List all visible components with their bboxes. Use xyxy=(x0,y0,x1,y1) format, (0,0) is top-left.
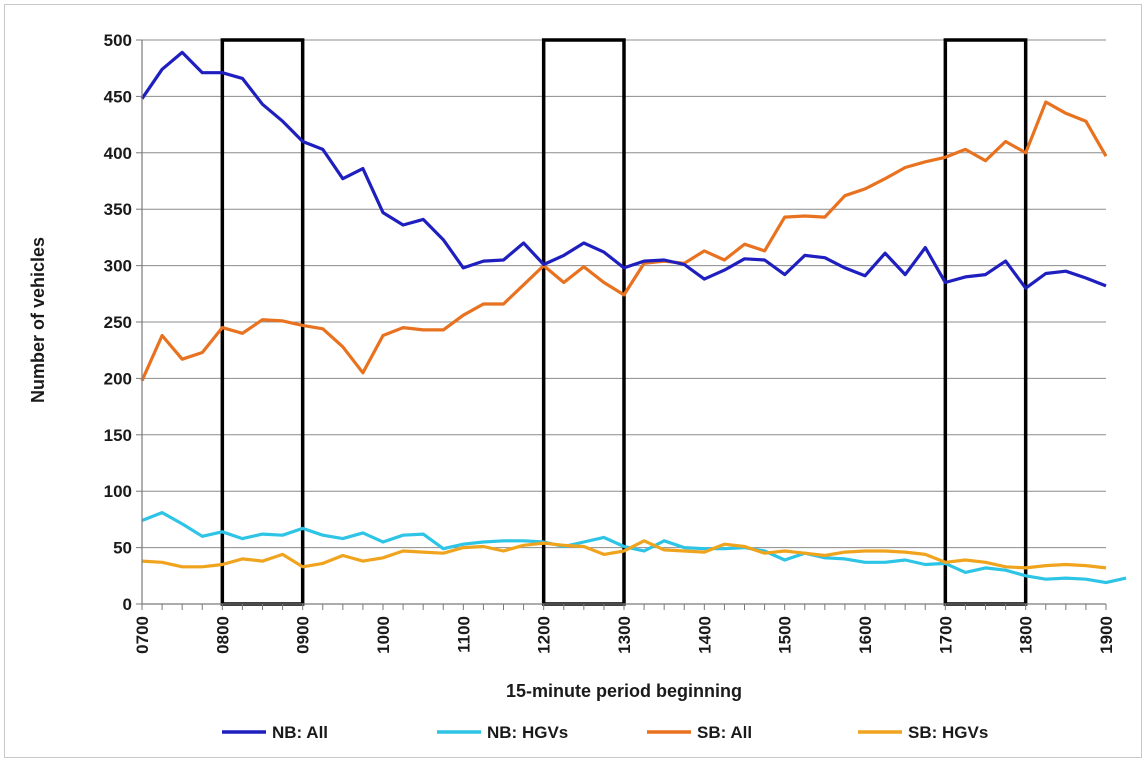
y-tick-label-100: 100 xyxy=(104,482,132,501)
series-line-sb-all xyxy=(140,100,1108,382)
x-tick-label-1300: 1300 xyxy=(615,616,634,654)
chart-frame xyxy=(4,4,1142,758)
x-axis-title: 15-minute period beginning xyxy=(506,681,742,701)
legend: NB: All NB: HGVs SB: All SB: HGVs xyxy=(222,723,988,742)
x-tick-label-1600: 1600 xyxy=(856,616,875,654)
series-line-sb-hgvs xyxy=(141,539,1107,570)
y-tick-labels: 0 50 100 150 200 250 300 350 400 450 500 xyxy=(104,31,132,614)
x-tick-label-1400: 1400 xyxy=(695,616,714,654)
x-tick-label-1800: 1800 xyxy=(1017,616,1036,654)
legend-item-sb-all: SB: All xyxy=(647,723,752,742)
legend-label: NB: HGVs xyxy=(487,723,568,742)
legend-item-sb-hgvs: SB: HGVs xyxy=(858,723,988,742)
x-tick-label-1500: 1500 xyxy=(776,616,795,654)
legend-label: SB: All xyxy=(697,723,752,742)
y-tick-label-400: 400 xyxy=(104,144,132,163)
x-tick-label-1900: 1900 xyxy=(1097,616,1116,654)
y-tick-label-0: 0 xyxy=(123,595,132,614)
legend-label: SB: HGVs xyxy=(908,723,988,742)
y-tick-label-50: 50 xyxy=(113,539,132,558)
legend-label: NB: All xyxy=(272,723,328,742)
x-tick-label-0800: 0800 xyxy=(213,616,232,654)
series-lines xyxy=(140,50,1127,585)
series-line-nb-hgvs xyxy=(141,510,1127,585)
x-tick-label-1100: 1100 xyxy=(454,616,473,653)
y-tick-label-350: 350 xyxy=(104,200,132,219)
x-tick-label-1000: 1000 xyxy=(374,616,393,654)
y-tick-label-150: 150 xyxy=(104,426,132,445)
y-tick-label-200: 200 xyxy=(104,369,132,388)
series-line-nb-all xyxy=(140,50,1107,290)
legend-item-nb-hgvs: NB: HGVs xyxy=(437,723,568,742)
y-tick-label-450: 450 xyxy=(104,87,132,106)
x-tick-label-1200: 1200 xyxy=(535,616,554,654)
axes xyxy=(136,39,1107,610)
y-tick-label-300: 300 xyxy=(104,257,132,276)
y-tick-label-500: 500 xyxy=(104,31,132,50)
x-tick-label-0900: 0900 xyxy=(294,616,313,654)
y-axis-title: Number of vehicles xyxy=(28,237,48,403)
x-tick-label-1700: 1700 xyxy=(936,616,955,654)
x-tick-labels: 0700 0800 0900 1000 1100 1200 1300 1400 1500 1600… xyxy=(133,616,1116,654)
y-tick-label-250: 250 xyxy=(104,313,132,332)
legend-item-nb-all: NB: All xyxy=(222,723,328,742)
x-tick-label-0700: 0700 xyxy=(133,616,152,654)
